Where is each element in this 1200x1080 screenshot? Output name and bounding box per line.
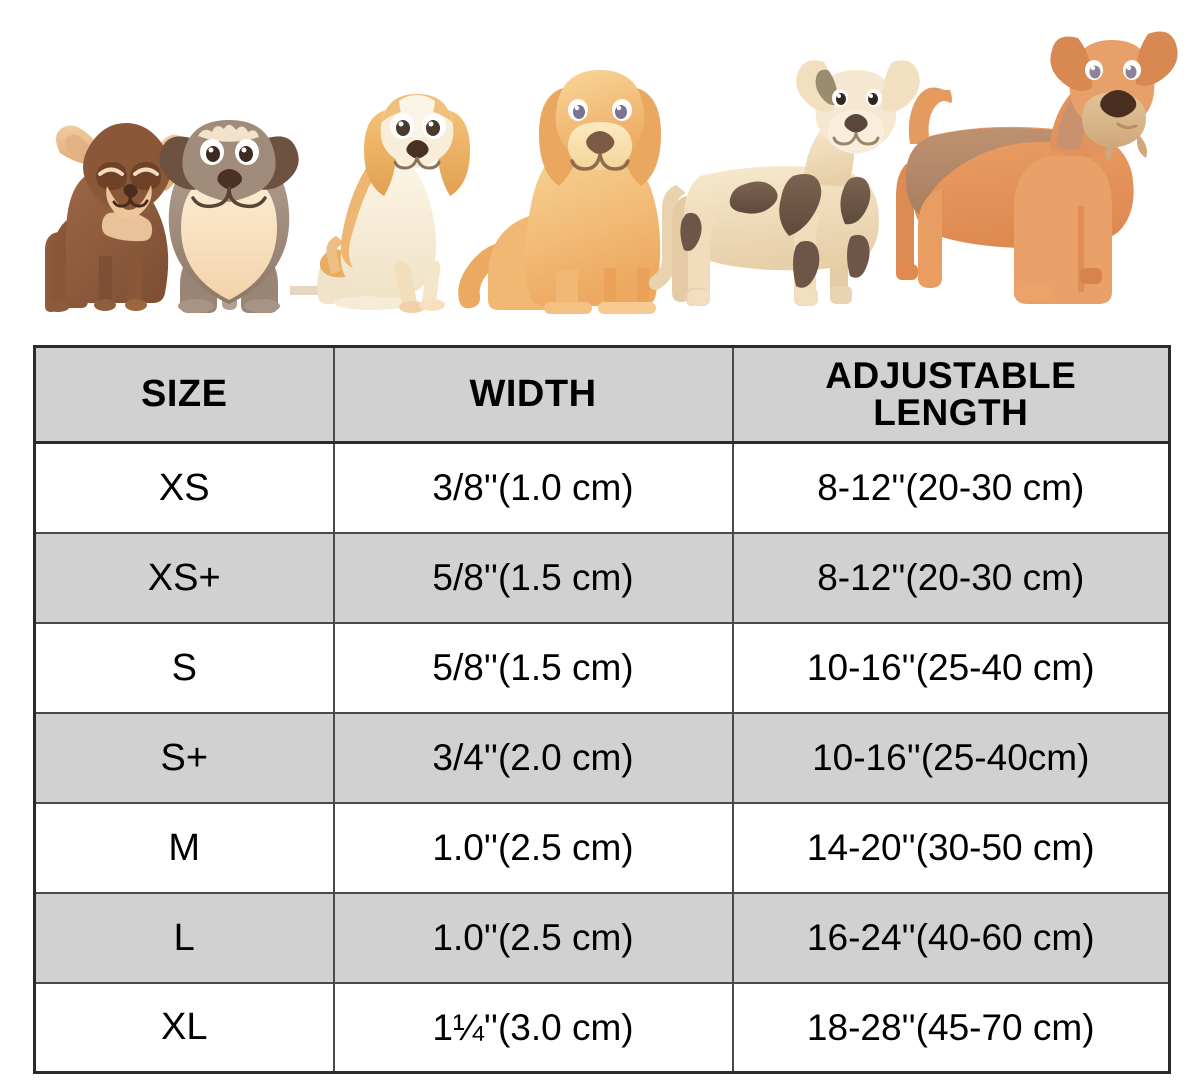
cell-width: 1¼''(3.0 cm): [332, 981, 734, 1074]
cell-width: 1.0''(2.5 cm): [332, 891, 734, 984]
cell-size: S+: [33, 711, 335, 804]
dog-golden-retriever: [458, 70, 661, 314]
header-adjustable-length: ADJUSTABLE LENGTH: [731, 345, 1171, 444]
cell-size: XL: [33, 981, 335, 1074]
table-row: S+ 3/4''(2.0 cm) 10-16''(25-40cm): [33, 711, 1171, 804]
cell-size: L: [33, 891, 335, 984]
size-table: SIZE WIDTH ADJUSTABLE LENGTH XS 3/8''(1.0…: [33, 345, 1171, 1074]
dogs-illustration: [45, 31, 1178, 314]
dog-airedale-terrier: [896, 31, 1178, 304]
table-row: XS+ 5/8''(1.5 cm) 8-12''(20-30 cm): [33, 531, 1171, 624]
table-row: XL 1¼''(3.0 cm) 18-28''(45-70 cm): [33, 981, 1171, 1074]
cell-size: M: [33, 801, 335, 894]
dog-beagle: [317, 94, 470, 313]
cell-width: 1.0''(2.5 cm): [332, 801, 734, 894]
dog-illustration-band: [0, 0, 1200, 330]
cell-adjustable-length: 14-20''(30-50 cm): [731, 801, 1171, 894]
table-row: XS 3/8''(1.0 cm) 8-12''(20-30 cm): [33, 441, 1171, 534]
header-adjustable-line1: ADJUSTABLE: [825, 355, 1077, 397]
cell-width: 5/8''(1.5 cm): [332, 621, 734, 714]
cell-width: 3/8''(1.0 cm): [332, 441, 734, 534]
table-row: M 1.0''(2.5 cm) 14-20''(30-50 cm): [33, 801, 1171, 894]
header-adjustable-line2: LENGTH: [873, 391, 1029, 433]
dog-great-dane: [648, 60, 920, 306]
cell-width: 3/4''(2.0 cm): [332, 711, 734, 804]
size-table-body: XS 3/8''(1.0 cm) 8-12''(20-30 cm) XS+ 5/…: [33, 441, 1171, 1074]
cell-size: XS+: [33, 531, 335, 624]
cell-size: XS: [33, 441, 335, 534]
size-table-container: SIZE WIDTH ADJUSTABLE LENGTH XS 3/8''(1.0…: [33, 345, 1171, 1074]
cell-adjustable-length: 8-12''(20-30 cm): [731, 441, 1171, 534]
cell-adjustable-length: 18-28''(45-70 cm): [731, 981, 1171, 1074]
cell-size: S: [33, 621, 335, 714]
dog-terrier: [159, 120, 330, 313]
table-row: S 5/8''(1.5 cm) 10-16''(25-40 cm): [33, 621, 1171, 714]
cell-adjustable-length: 10-16''(25-40 cm): [731, 621, 1171, 714]
size-table-head: SIZE WIDTH ADJUSTABLE LENGTH: [33, 345, 1171, 444]
cell-adjustable-length: 8-12''(20-30 cm): [731, 531, 1171, 624]
header-size: SIZE: [33, 345, 335, 444]
cell-width: 5/8''(1.5 cm): [332, 531, 734, 624]
header-width: WIDTH: [332, 345, 734, 444]
cell-adjustable-length: 10-16''(25-40cm): [731, 711, 1171, 804]
table-row: L 1.0''(2.5 cm) 16-24''(40-60 cm): [33, 891, 1171, 984]
cell-adjustable-length: 16-24''(40-60 cm): [731, 891, 1171, 984]
header-row: SIZE WIDTH ADJUSTABLE LENGTH: [33, 345, 1171, 444]
